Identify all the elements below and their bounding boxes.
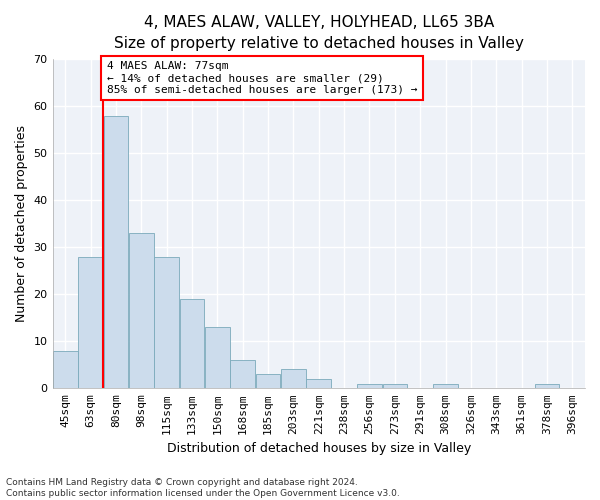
Bar (78, 256, 103, 388)
Bar (383, 384, 407, 388)
Bar (256, 374, 280, 388)
Text: Contains HM Land Registry data © Crown copyright and database right 2024.
Contai: Contains HM Land Registry data © Crown c… (6, 478, 400, 498)
Title: 4, MAES ALAW, VALLEY, HOLYHEAD, LL65 3BA
Size of property relative to detached h: 4, MAES ALAW, VALLEY, HOLYHEAD, LL65 3BA… (114, 15, 524, 51)
Bar (281, 370, 306, 388)
Bar (129, 233, 154, 388)
Bar (205, 327, 230, 388)
Bar (154, 256, 179, 388)
Bar (53, 350, 77, 389)
Text: 4 MAES ALAW: 77sqm
← 14% of detached houses are smaller (29)
85% of semi-detache: 4 MAES ALAW: 77sqm ← 14% of detached hou… (107, 62, 418, 94)
Y-axis label: Number of detached properties: Number of detached properties (15, 125, 28, 322)
Bar (357, 384, 382, 388)
Bar (307, 379, 331, 388)
Bar (104, 116, 128, 388)
Bar (535, 384, 559, 388)
Bar (230, 360, 255, 388)
Bar (179, 299, 204, 388)
X-axis label: Distribution of detached houses by size in Valley: Distribution of detached houses by size … (167, 442, 471, 455)
Bar (433, 384, 458, 388)
